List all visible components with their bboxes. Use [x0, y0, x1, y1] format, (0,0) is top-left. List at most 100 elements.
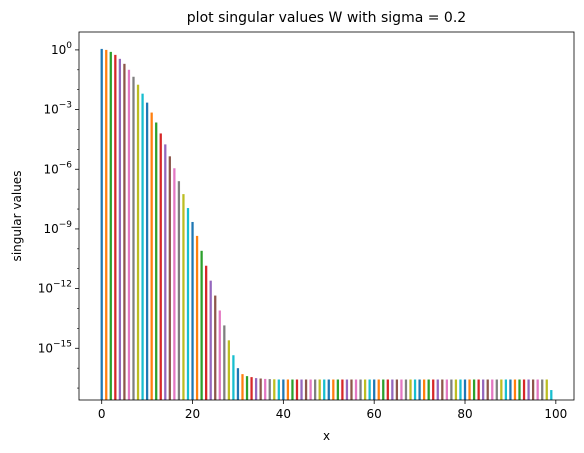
bar — [550, 390, 553, 400]
bar — [413, 379, 417, 400]
bar — [386, 379, 389, 400]
bar — [418, 379, 421, 400]
bar — [123, 63, 126, 400]
plot-frame — [78, 31, 575, 401]
bar — [259, 378, 262, 400]
bar — [450, 379, 453, 400]
chart-title: plot singular values W with sigma = 0.2 — [187, 10, 466, 26]
bar — [500, 379, 503, 400]
bar — [436, 379, 439, 400]
bar — [522, 379, 526, 400]
bar — [168, 156, 171, 400]
bar — [300, 379, 303, 400]
bar — [100, 48, 103, 400]
bar — [482, 379, 485, 400]
bar — [432, 379, 435, 400]
x-tick-label: 80 — [457, 407, 472, 421]
bar — [232, 355, 235, 400]
bar — [427, 379, 430, 400]
bar — [345, 379, 349, 400]
bar — [209, 280, 212, 400]
bar — [214, 295, 217, 400]
bar — [132, 76, 135, 400]
bar — [391, 379, 394, 400]
bar — [536, 379, 539, 400]
bar — [395, 379, 399, 400]
bar — [282, 379, 285, 400]
bar — [141, 93, 144, 400]
bar — [454, 379, 458, 400]
bar — [332, 379, 335, 400]
bar — [404, 379, 408, 400]
bar — [254, 378, 258, 400]
bar — [318, 379, 321, 400]
bar — [245, 376, 249, 400]
y-axis-label: singular values — [10, 171, 24, 262]
bar — [223, 325, 226, 400]
bar — [191, 221, 194, 400]
bar — [227, 340, 230, 400]
y-tick-label: 10−15 — [38, 339, 72, 355]
bar — [277, 379, 280, 400]
bar — [182, 194, 185, 400]
bar — [531, 379, 535, 400]
bar — [136, 84, 140, 401]
bar — [145, 102, 149, 401]
bar — [545, 379, 548, 400]
bar — [264, 378, 267, 400]
bar — [205, 265, 208, 400]
bar — [118, 58, 122, 400]
bar — [159, 133, 162, 400]
bar — [445, 379, 448, 400]
bar — [495, 379, 498, 400]
bar — [377, 379, 380, 400]
bar — [218, 310, 221, 400]
y-tick-label: 10−6 — [43, 160, 72, 176]
bar — [295, 379, 299, 400]
x-tick-label: 20 — [185, 407, 200, 421]
x-tick-label: 40 — [276, 407, 291, 421]
bar — [273, 379, 276, 400]
bar — [323, 379, 326, 400]
bar — [463, 379, 467, 400]
bar — [150, 112, 153, 400]
bar — [236, 368, 240, 400]
bar — [177, 181, 181, 400]
bar — [105, 49, 108, 401]
bar — [354, 379, 358, 400]
bar — [504, 379, 508, 400]
bar — [341, 379, 344, 400]
y-tick-label: 10−3 — [43, 101, 72, 117]
bar — [250, 377, 253, 400]
x-tick-label: 100 — [544, 407, 567, 421]
bars-group — [100, 48, 553, 401]
bar — [127, 69, 131, 400]
x-axis-label: x — [323, 429, 330, 443]
bar — [441, 379, 444, 400]
bar — [486, 379, 489, 400]
bar — [114, 54, 117, 400]
bar — [291, 379, 294, 400]
bar — [509, 379, 512, 400]
y-ticks-group: 100 10−3 10−6 10−9 10−12 10−15 — [38, 41, 79, 389]
bar — [309, 379, 312, 400]
bar — [350, 379, 353, 400]
bar — [186, 208, 190, 400]
bar — [327, 379, 330, 400]
bar — [409, 379, 412, 400]
bar — [472, 379, 476, 400]
bar — [304, 379, 308, 400]
bar — [423, 379, 426, 400]
bar — [314, 379, 317, 400]
bar — [200, 250, 203, 400]
bar — [518, 379, 521, 400]
bar — [268, 379, 271, 400]
bar — [164, 144, 167, 400]
bar — [513, 379, 517, 400]
bar — [368, 379, 371, 400]
bar — [477, 379, 480, 400]
bar — [359, 379, 362, 400]
x-tick-label: 0 — [98, 407, 106, 421]
